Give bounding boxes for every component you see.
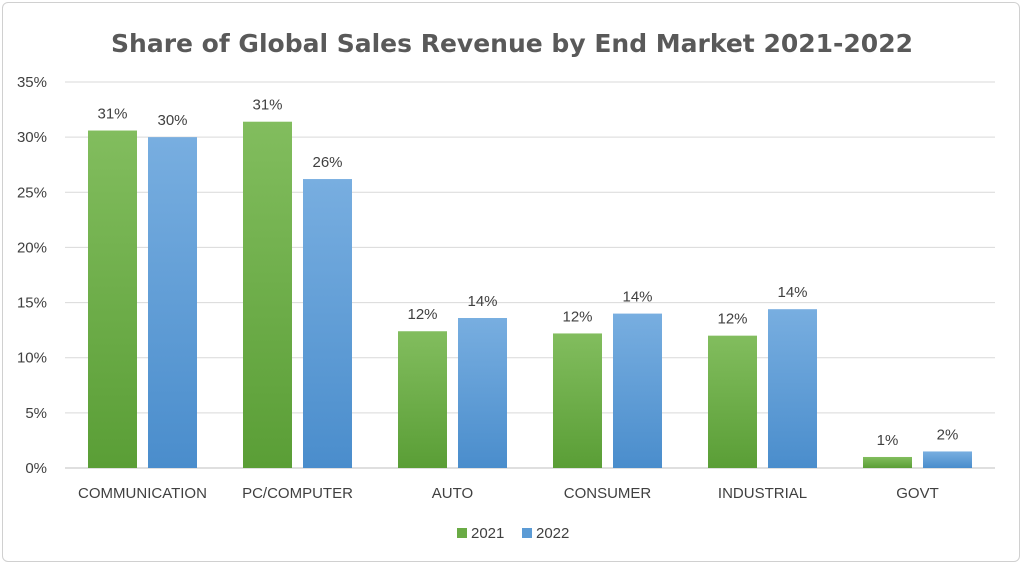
- data-label: 26%: [312, 154, 342, 171]
- x-category-label: PC/COMPUTER: [242, 485, 353, 502]
- chart-title: Share of Global Sales Revenue by End Mar…: [111, 29, 913, 58]
- legend-swatch-2022: [522, 528, 532, 538]
- x-category-label: COMMUNICATION: [78, 485, 207, 502]
- x-category-label: INDUSTRIAL: [718, 485, 807, 502]
- data-label: 12%: [407, 306, 437, 323]
- x-category-label: GOVT: [896, 485, 939, 502]
- bar-2021-industrial: [708, 335, 757, 468]
- y-tick-label: 20%: [17, 239, 47, 256]
- y-tick-label: 0%: [25, 460, 47, 477]
- y-tick-label: 15%: [17, 295, 47, 312]
- bar-2022-consumer: [613, 313, 662, 468]
- bar-2022-industrial: [768, 309, 817, 468]
- y-tick-label: 35%: [17, 74, 47, 91]
- bar-2021-auto: [398, 331, 447, 468]
- data-label: 1%: [877, 432, 899, 449]
- bar-2021-communication: [88, 130, 137, 469]
- data-label: 12%: [562, 308, 592, 325]
- x-category-label: CONSUMER: [564, 485, 652, 502]
- legend-label-2022: 2022: [536, 525, 569, 542]
- bar-2021-govt: [863, 456, 912, 468]
- x-category-label: AUTO: [432, 485, 473, 502]
- bar-2021-pccomputer: [243, 121, 292, 469]
- data-label: 31%: [97, 106, 127, 123]
- data-label: 14%: [467, 293, 497, 310]
- data-label: 2%: [937, 426, 959, 443]
- data-label: 30%: [157, 112, 187, 129]
- legend-swatch-2021: [457, 528, 467, 538]
- data-label: 14%: [622, 289, 652, 306]
- y-tick-label: 30%: [17, 129, 47, 146]
- y-tick-label: 5%: [25, 405, 47, 422]
- y-tick-label: 25%: [17, 184, 47, 201]
- bar-2022-auto: [458, 318, 507, 468]
- data-label: 12%: [717, 311, 747, 328]
- data-label: 31%: [252, 97, 282, 114]
- bar-2022-pccomputer: [303, 179, 352, 468]
- bar-2022-govt: [923, 451, 972, 468]
- y-tick-label: 10%: [17, 350, 47, 367]
- bar-2022-communication: [148, 137, 197, 468]
- data-label: 14%: [777, 284, 807, 301]
- bar-2021-consumer: [553, 333, 602, 468]
- legend-label-2021: 2021: [471, 525, 504, 542]
